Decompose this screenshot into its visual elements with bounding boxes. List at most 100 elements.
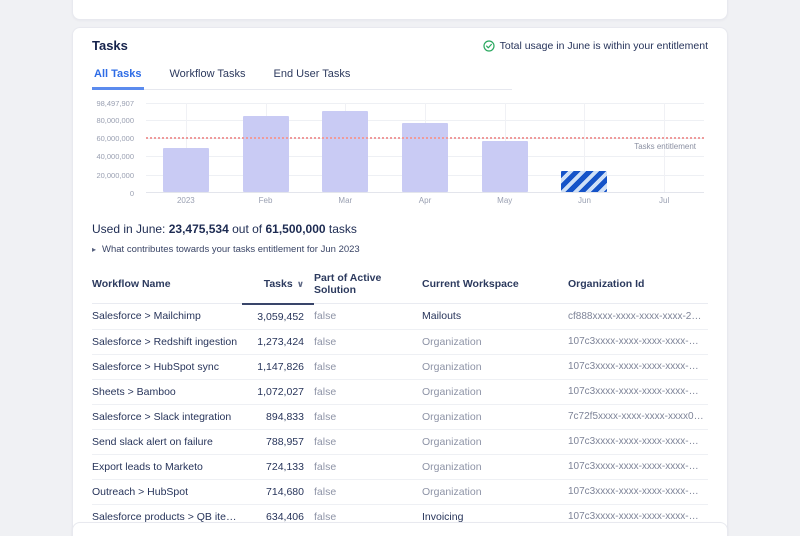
- y-axis-tick: 40,000,000: [96, 152, 134, 162]
- entitlement-details-toggle[interactable]: ▸ What contributes towards your tasks en…: [92, 244, 708, 255]
- column-header-workflow-name[interactable]: Workflow Name: [92, 267, 242, 304]
- org-id-cell: 107c3xxxx-xxxx-xxxx-xxxx-51248e...: [568, 454, 708, 480]
- x-axis-label: Jul: [659, 196, 670, 205]
- org-id-cell: cf888xxxx-xxxx-xxxx-xxxx-224cde...: [568, 303, 708, 330]
- workspace-cell: Mailouts: [422, 303, 568, 330]
- bar-mar[interactable]: [322, 111, 369, 192]
- toggle-label: What contributes towards your tasks enti…: [102, 244, 360, 255]
- column-header-part-of-active-solution[interactable]: Part of Active Solution: [314, 267, 422, 304]
- gridline: [664, 103, 666, 192]
- y-axis-tick: 98,497,907: [96, 99, 134, 108]
- x-axis-label: Jun: [578, 196, 591, 205]
- org-id-cell: 7c72f5xxxx-xxxx-xxxx-xxxx011706...: [568, 404, 708, 430]
- tasks-card: Tasks Total usage in June is within your…: [72, 27, 728, 536]
- page-title: Tasks: [92, 38, 128, 53]
- table-row: Sheets > Bamboo 1,072,027 false Organizatio…: [92, 379, 708, 405]
- workspace-cell: Organization: [422, 454, 568, 480]
- bar-jun[interactable]: [561, 170, 608, 192]
- check-circle-icon: [483, 40, 495, 52]
- x-axis: 2023 Feb Mar Apr May Jun Jul: [146, 196, 704, 205]
- tab-end-user-tasks[interactable]: End User Tasks: [273, 68, 351, 80]
- column-header-organization-id[interactable]: Organization Id: [568, 267, 708, 304]
- tasks-cell: 714,680: [242, 479, 314, 505]
- tasks-cell: 1,072,027: [242, 379, 314, 405]
- tab-workflow-tasks[interactable]: Workflow Tasks: [169, 68, 246, 80]
- tasks-cell: 1,273,424: [242, 329, 314, 355]
- workspace-cell: Organization: [422, 479, 568, 505]
- workflow-table: Workflow Name Tasks ∨ Part of Active Soluti…: [92, 267, 708, 536]
- entitlement-line-label: Tasks entitlement: [634, 141, 696, 151]
- org-id-cell: 107c3xxxx-xxxx-xxxx-xxxx-51248e...: [568, 329, 708, 355]
- column-header-tasks[interactable]: Tasks ∨: [242, 267, 314, 305]
- workflow-name-cell: Send slack alert on failure: [92, 429, 242, 455]
- workspace-cell: Organization: [422, 429, 568, 455]
- y-axis: 98,497,907 80,000,000 60,000,000 40,000,000…: [92, 99, 138, 198]
- status-text: Total usage in June is within your entit…: [499, 40, 708, 52]
- y-axis-tick: 20,000,000: [96, 170, 134, 180]
- tab-all-tasks[interactable]: All Tasks: [92, 64, 144, 90]
- tasks-cell: 1,147,826: [242, 354, 314, 380]
- next-card-edge: [72, 522, 728, 536]
- bar-2023[interactable]: [162, 147, 209, 192]
- x-axis-label: Apr: [418, 196, 432, 205]
- active-solution-cell: false: [314, 429, 422, 455]
- workspace-cell: Organization: [422, 329, 568, 355]
- org-id-cell: 107c3xxxx-xxxx-xxxx-xxxx-51248e...: [568, 429, 708, 455]
- active-solution-cell: false: [314, 354, 422, 380]
- entitlement-line: [146, 136, 704, 139]
- y-axis-tick: 80,000,000: [96, 115, 134, 125]
- gridline: [584, 103, 586, 192]
- table-row: Salesforce > Redshift ingestion 1,273,424…: [92, 329, 708, 355]
- bar-may[interactable]: [481, 140, 528, 192]
- active-solution-cell: false: [314, 303, 422, 330]
- table-row: Export leads to Marketo 724,133 false Organ…: [92, 454, 708, 480]
- sort-descending-icon: ∨: [296, 278, 304, 289]
- tasks-cell: 3,059,452: [242, 303, 314, 330]
- tasks-cell: 724,133: [242, 454, 314, 480]
- table-row: Salesforce > Slack integration 894,833 fal…: [92, 404, 708, 430]
- active-solution-cell: false: [314, 329, 422, 355]
- usage-prefix: Used in June:: [92, 222, 169, 236]
- usage-used-value: 23,475,534: [168, 222, 229, 236]
- workflow-name-cell: Outreach > HubSpot: [92, 479, 242, 505]
- org-id-cell: 107c3xxxx-xxxx-xxxx-xxxx-51248e...: [568, 379, 708, 405]
- workflow-name-cell: Salesforce > HubSpot sync: [92, 354, 242, 380]
- tasks-cell: 788,957: [242, 429, 314, 455]
- x-axis-label: 2023: [176, 196, 195, 205]
- usage-middle: out of: [228, 222, 266, 236]
- workflow-name-cell: Export leads to Marketo: [92, 454, 242, 480]
- table-row: Send slack alert on failure 788,957 false O…: [92, 429, 708, 455]
- org-id-cell: 107c3xxxx-xxxx-xxxx-xxxx-51248e...: [568, 354, 708, 380]
- workflow-name-cell: Sheets > Bamboo: [92, 379, 242, 405]
- y-axis-tick: 60,000,000: [96, 134, 134, 144]
- entitlement-status: Total usage in June is within your entit…: [483, 38, 708, 52]
- chart-plot-area: Tasks entitlement: [146, 103, 704, 193]
- y-axis-tick: 0: [129, 189, 134, 198]
- bar-feb[interactable]: [242, 115, 289, 192]
- active-solution-cell: false: [314, 404, 422, 430]
- bar-apr[interactable]: [402, 123, 448, 192]
- usage-total-value: 61,500,000: [265, 222, 326, 236]
- org-id-cell: 107c3xxxx-xxxx-xxxx-xxxx-51248e...: [568, 479, 708, 505]
- workspace-cell: Organization: [422, 404, 568, 430]
- previous-card-edge: [72, 0, 728, 20]
- workflow-name-cell: Salesforce > Mailchimp: [92, 303, 242, 330]
- workspace-cell: Organization: [422, 379, 568, 405]
- tasks-usage-chart: 98,497,907 80,000,000 60,000,000 40,000,000…: [92, 99, 708, 207]
- expand-arrow-icon: ▸: [92, 245, 97, 254]
- table-row: Outreach > HubSpot 714,680 false Organizati…: [92, 479, 708, 505]
- active-solution-cell: false: [314, 479, 422, 505]
- x-axis-label: May: [497, 196, 513, 205]
- tabs: All Tasks Workflow Tasks End User Tasks: [92, 64, 512, 90]
- tasks-cell: 894,833: [242, 404, 314, 430]
- card-header: Tasks Total usage in June is within your…: [92, 38, 708, 53]
- table-row: Salesforce > Mailchimp 3,059,452 false Mail…: [92, 303, 708, 330]
- active-solution-cell: false: [314, 454, 422, 480]
- column-header-current-workspace[interactable]: Current Workspace: [422, 267, 568, 304]
- usage-suffix: tasks: [325, 222, 357, 236]
- active-solution-cell: false: [314, 379, 422, 405]
- table-body: Salesforce > Mailchimp 3,059,452 false Mail…: [92, 303, 708, 536]
- workspace-cell: Organization: [422, 354, 568, 380]
- workflow-name-cell: Salesforce > Slack integration: [92, 404, 242, 430]
- usage-summary: Used in June: 23,475,534 out of 61,500,0…: [92, 222, 708, 236]
